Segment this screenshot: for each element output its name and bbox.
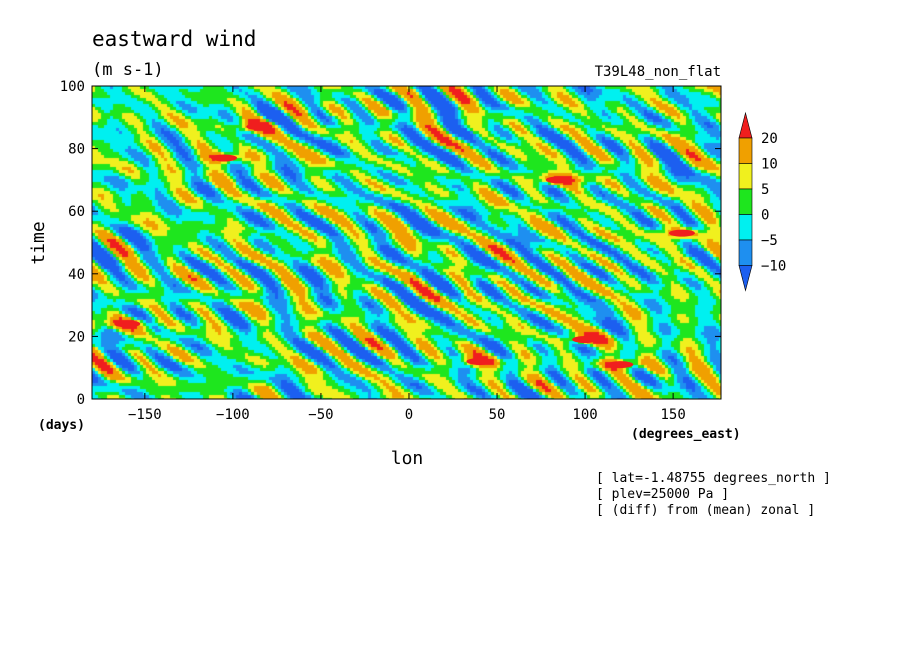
heatmap-peak <box>211 154 238 162</box>
colorbar-tick-label: 10 <box>761 157 778 173</box>
colorbar-tick-label: 20 <box>761 131 778 147</box>
heatmap-peak <box>668 229 695 237</box>
x-tick-label: 150 <box>660 407 685 423</box>
y-tick-label: 80 <box>68 142 85 158</box>
heatmap-peak <box>114 320 141 328</box>
chart-title: eastward wind <box>92 27 256 51</box>
colorbar-swatch <box>738 214 753 241</box>
x-axis: −150 −100 −50 0 50 100 150 <box>128 86 686 423</box>
colorbar-extend-max <box>738 111 753 139</box>
note-lat: [ lat=-1.48755 degrees_north ] <box>596 471 831 486</box>
x-tick-label: 0 <box>405 407 413 423</box>
x-tick-label: 50 <box>489 407 506 423</box>
heatmap-peak <box>572 336 599 344</box>
heatmap-plot <box>92 86 721 399</box>
y-units-label: (days) <box>38 418 85 433</box>
colorbar-tick-label: −10 <box>761 259 786 275</box>
heatmap-peak <box>466 357 493 365</box>
x-tick-label: −50 <box>308 407 333 423</box>
colorbar-swatch <box>738 137 753 164</box>
x-tick-label: −100 <box>216 407 250 423</box>
heatmap-peak <box>607 361 634 369</box>
y-tick-label: 0 <box>77 392 85 408</box>
colorbar: 20 10 5 0 −5 −10 <box>738 111 786 292</box>
colorbar-extend-min <box>738 265 753 292</box>
colorbar-swatch <box>738 163 753 190</box>
note-diff: [ (diff) from (mean) zonal ] <box>596 503 815 518</box>
experiment-label: T39L48_non_flat <box>595 64 721 80</box>
colorbar-swatch <box>738 188 753 215</box>
colorbar-tick-label: 5 <box>761 182 769 198</box>
x-units-label: (degrees_east) <box>631 427 741 442</box>
plot-frame <box>91 85 722 400</box>
y-tick-label: 100 <box>60 79 85 95</box>
y-tick-label: 20 <box>68 329 85 345</box>
x-tick-label: 100 <box>572 407 597 423</box>
x-axis-label: lon <box>391 448 424 469</box>
heatmap-peak <box>545 176 572 184</box>
heatmap-peak <box>246 123 273 131</box>
y-axis-label: time <box>28 221 49 264</box>
y-tick-label: 60 <box>68 204 85 220</box>
colorbar-swatch <box>738 239 753 266</box>
colorbar-tick-label: −5 <box>761 233 778 249</box>
heatmap-field <box>92 86 721 399</box>
y-axis: 0 20 40 60 80 100 <box>60 79 721 408</box>
note-plev: [ plev=25000 Pa ] <box>596 487 729 502</box>
colorbar-tick-label: 0 <box>761 208 769 224</box>
chart-units: (m s-1) <box>92 60 164 80</box>
x-tick-label: −150 <box>128 407 162 423</box>
y-tick-label: 40 <box>68 267 85 283</box>
